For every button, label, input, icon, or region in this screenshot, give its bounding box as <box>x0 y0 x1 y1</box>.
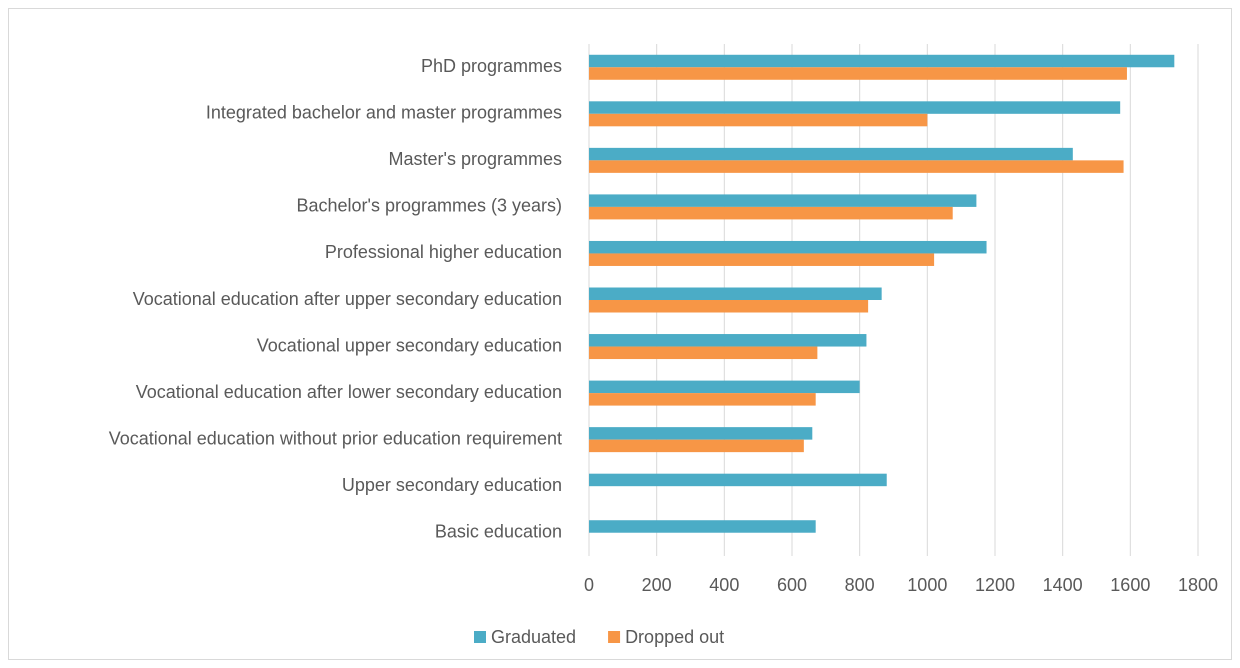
bar <box>589 113 928 127</box>
x-tick-label: 1600 <box>1110 575 1150 595</box>
bar <box>589 300 869 313</box>
bar <box>589 439 804 453</box>
x-tick-label: 1400 <box>1043 575 1083 595</box>
x-tick-label: 1200 <box>975 575 1015 595</box>
bar <box>589 194 977 207</box>
bar <box>589 240 987 254</box>
y-tick-label: Integrated bachelor and master programme… <box>206 103 562 123</box>
x-tick-label: 800 <box>845 575 875 595</box>
bar <box>589 473 887 487</box>
bar <box>589 147 1073 161</box>
bar <box>589 160 1124 173</box>
legend-label: Graduated <box>491 627 576 647</box>
y-tick-label: Basic education <box>435 521 562 541</box>
bar <box>589 253 935 266</box>
x-tick-label: 1800 <box>1178 575 1218 595</box>
bar <box>589 287 882 300</box>
y-tick-label: Vocational education after upper seconda… <box>133 289 562 309</box>
x-tick-label: 0 <box>584 575 594 595</box>
x-tick-label: 400 <box>709 575 739 595</box>
bar <box>589 206 953 220</box>
y-tick-label: Vocational education after lower seconda… <box>136 382 562 402</box>
bar <box>589 346 818 360</box>
legend-swatch <box>474 631 486 643</box>
bar <box>589 427 813 440</box>
bar <box>589 67 1127 80</box>
bar <box>589 520 816 533</box>
y-tick-label: Bachelor's programmes (3 years) <box>296 196 562 216</box>
y-tick-label: PhD programmes <box>421 56 562 76</box>
x-tick-label: 1000 <box>907 575 947 595</box>
legend-swatch <box>608 631 621 643</box>
legend-label: Dropped out <box>625 627 724 647</box>
y-tick-label: Master's programmes <box>389 149 562 169</box>
y-tick-label: Vocational education without prior educa… <box>109 428 562 448</box>
y-tick-label: Upper secondary education <box>342 475 562 495</box>
bar <box>589 54 1175 68</box>
x-tick-label: 200 <box>642 575 672 595</box>
y-tick-label: Professional higher education <box>325 242 562 262</box>
bar <box>589 393 816 406</box>
x-tick-label: 600 <box>777 575 807 595</box>
bar <box>589 380 860 394</box>
y-tick-label: Vocational upper secondary education <box>257 335 562 355</box>
bar <box>589 334 867 347</box>
bar <box>589 101 1121 114</box>
